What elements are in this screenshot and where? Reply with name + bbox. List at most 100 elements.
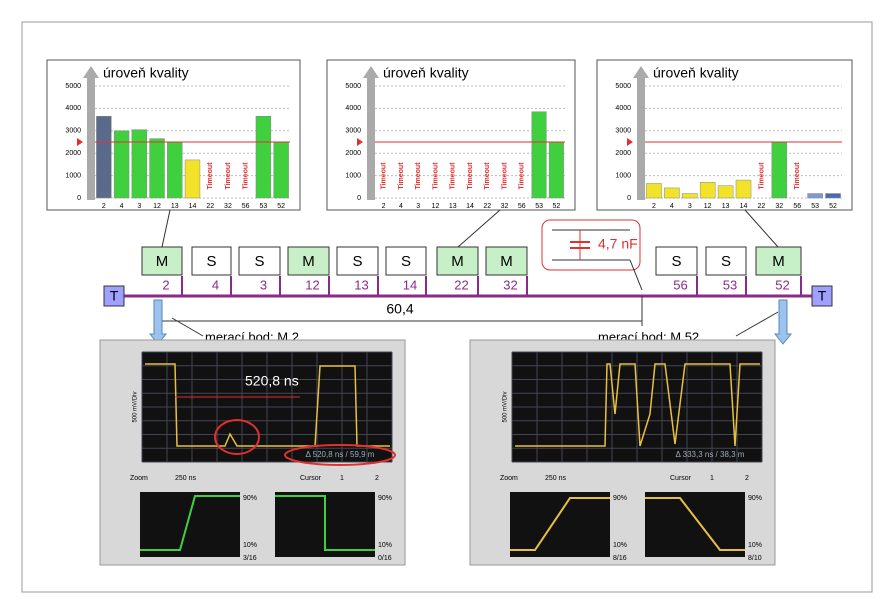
- x-tick-label: 22: [206, 203, 214, 210]
- x-tick-label: 22: [483, 203, 491, 210]
- timeout-label: Timeout: [758, 162, 765, 190]
- terminator-label: T: [110, 288, 119, 304]
- x-tick-label: 32: [224, 203, 232, 210]
- axis-pillar: [87, 76, 95, 200]
- bar: [700, 182, 715, 198]
- timeout-label: Timeout: [432, 162, 439, 190]
- scope-cursor: Cursor: [300, 475, 322, 482]
- x-tick-label: 32: [775, 203, 783, 210]
- x-tick-label: 56: [793, 203, 801, 210]
- x-tick-label: 13: [449, 203, 457, 210]
- x-tick-label: 12: [153, 203, 161, 210]
- y-tick-label: 5000: [615, 83, 631, 90]
- bar: [150, 139, 165, 198]
- scope-cursor: Cursor: [670, 475, 692, 482]
- diagram: úroveň kvality01000200030004000500024312…: [0, 0, 893, 610]
- bar: [772, 142, 787, 198]
- bar: [808, 194, 823, 198]
- axis-pillar: [637, 76, 645, 200]
- terminator-label: T: [818, 288, 827, 304]
- y-tick-label: 1000: [615, 172, 631, 179]
- y-tick-label: 4000: [65, 105, 81, 112]
- timeout-label: Timeout: [225, 162, 232, 190]
- x-tick-label: 2: [382, 203, 386, 210]
- x-tick-label: 4: [120, 203, 124, 210]
- pulse-bottom: 10%: [378, 542, 392, 549]
- node-address: 22: [454, 277, 468, 292]
- x-tick-label: 3: [688, 203, 692, 210]
- bar: [549, 142, 564, 198]
- node-address: 52: [775, 277, 789, 292]
- node-type: S: [206, 253, 216, 270]
- pulse-count: 0/16: [378, 555, 392, 562]
- scope-zoom: Zoom: [130, 475, 148, 482]
- bar: [718, 186, 733, 198]
- y-tick-label: 3000: [65, 128, 81, 135]
- node-type: S: [254, 253, 264, 270]
- scope-delta: Δ 333,3 ns / 38,3 m: [676, 450, 745, 459]
- chart-title: úroveň kvality: [383, 65, 469, 81]
- scope-zoom: Zoom: [500, 475, 518, 482]
- bar: [532, 112, 547, 198]
- pulse-top: 90%: [748, 495, 762, 502]
- chart-title: úroveň kvality: [653, 65, 739, 81]
- timeout-label: Timeout: [398, 162, 405, 190]
- scope-cursor-1: 1: [340, 475, 344, 482]
- y-tick-label: 2000: [615, 150, 631, 157]
- x-tick-label: 2: [102, 203, 106, 210]
- x-tick-label: 13: [722, 203, 730, 210]
- chart-title: úroveň kvality: [103, 65, 189, 81]
- y-tick-label: 3000: [345, 128, 361, 135]
- node-address: 14: [403, 277, 417, 292]
- pulse-top: 90%: [613, 495, 627, 502]
- timeout-label: Timeout: [243, 162, 250, 190]
- pulse-top: 90%: [243, 495, 257, 502]
- bar: [646, 183, 661, 198]
- node-address: 3: [260, 277, 267, 292]
- node-address: 12: [305, 277, 319, 292]
- scope-zoom-value: 250 ns: [545, 475, 567, 482]
- bar: [664, 188, 679, 198]
- timeout-label: Timeout: [484, 162, 491, 190]
- node-type: M: [302, 253, 315, 270]
- node-type: M: [500, 253, 513, 270]
- x-tick-label: 52: [277, 203, 285, 210]
- y-tick-label: 1000: [345, 172, 361, 179]
- y-tick-label: 0: [357, 195, 361, 202]
- x-tick-label: 3: [416, 203, 420, 210]
- pulse-count: 3/16: [243, 555, 257, 562]
- y-tick-label: 4000: [615, 105, 631, 112]
- node-address: 2: [162, 277, 169, 292]
- y-tick-label: 4000: [345, 105, 361, 112]
- x-tick-label: 52: [552, 203, 560, 210]
- node-type: S: [721, 253, 731, 270]
- x-tick-label: 13: [171, 203, 179, 210]
- capacitor-value: 4,7 nF: [598, 236, 638, 252]
- x-tick-label: 53: [260, 203, 268, 210]
- node-address: 4: [212, 277, 219, 292]
- timeout-label: Timeout: [794, 162, 801, 190]
- y-tick-label: 0: [77, 195, 81, 202]
- pulse-screen: [140, 492, 240, 557]
- pulse-count: 8/16: [613, 555, 627, 562]
- node-type: S: [352, 253, 362, 270]
- scope-volts: 500 mV/Div: [133, 391, 139, 422]
- y-tick-label: 3000: [615, 128, 631, 135]
- delta-annotation: 520,8 ns: [245, 373, 299, 389]
- pulse-screen: [645, 492, 745, 557]
- y-tick-label: 5000: [345, 83, 361, 90]
- scope-volts: 500 mV/Div: [503, 391, 509, 422]
- timeout-label: Timeout: [519, 162, 526, 190]
- node-address: 13: [354, 277, 368, 292]
- x-tick-label: 14: [189, 203, 197, 210]
- bar: [256, 116, 271, 198]
- x-tick-label: 56: [518, 203, 526, 210]
- y-tick-label: 5000: [65, 83, 81, 90]
- timeout-label: Timeout: [450, 162, 457, 190]
- timeout-label: Timeout: [415, 162, 422, 190]
- pulse-screen: [510, 492, 610, 557]
- bar: [682, 194, 697, 198]
- x-tick-label: 56: [242, 203, 250, 210]
- y-tick-label: 0: [627, 195, 631, 202]
- timeout-label: Timeout: [380, 162, 387, 190]
